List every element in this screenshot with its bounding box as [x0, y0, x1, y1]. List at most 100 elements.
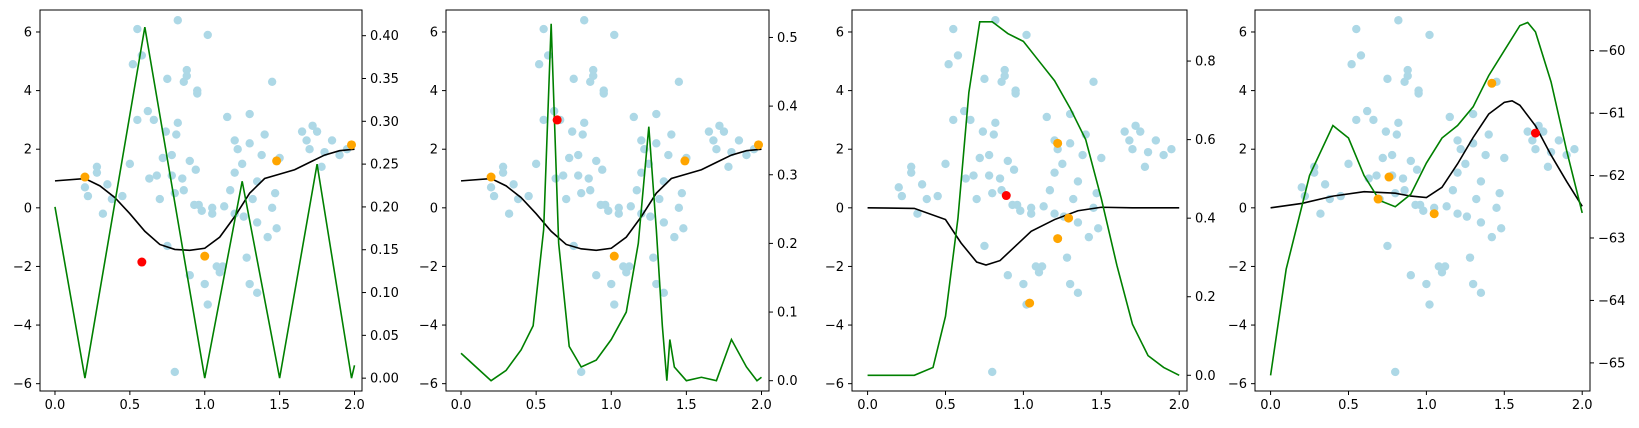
data-point: [1128, 145, 1137, 154]
data-point: [297, 127, 307, 136]
data-point: [143, 106, 153, 116]
data-point: [984, 171, 994, 180]
data-point: [1406, 156, 1416, 166]
data-point: [1140, 162, 1150, 171]
data-point: [302, 136, 311, 145]
x-tick-label: 0.5: [120, 398, 141, 413]
mean-curve: [54, 148, 355, 252]
data-point: [1400, 77, 1409, 87]
data-point: [614, 209, 623, 218]
data-point: [327, 136, 337, 145]
data-point: [1523, 127, 1532, 136]
data-point: [614, 203, 623, 213]
data-point: [652, 109, 661, 119]
data-point: [712, 145, 721, 154]
y2-tick-label: 0.20: [370, 200, 399, 215]
selected-point: [1373, 194, 1383, 204]
data-point: [567, 127, 577, 136]
x-tick-label: 2.0: [1169, 398, 1190, 413]
y2-tick-label: −63: [1598, 231, 1625, 246]
data-point: [1069, 194, 1078, 204]
data-point: [1476, 288, 1486, 298]
data-point: [149, 115, 159, 125]
data-point: [1016, 206, 1025, 215]
data-point: [569, 74, 578, 84]
axes-frame: [445, 9, 770, 392]
selected-point: [347, 140, 357, 150]
data-point: [203, 300, 212, 309]
data-point: [592, 156, 601, 166]
data-point: [907, 162, 916, 171]
data-point: [1500, 153, 1509, 163]
data-point: [1320, 180, 1330, 189]
data-point: [988, 188, 997, 198]
subplot-2: 0.0 0.5 1.0 1.5 2.0 −6 −4 −2 0 2 4 6 0.0 0.1 0.2 0.3 0.4…: [419, 9, 798, 413]
data-point: [1400, 186, 1409, 195]
x-tick-label: 1.5: [269, 398, 290, 413]
data-point: [128, 60, 138, 69]
y-tick-label: 6: [24, 25, 32, 40]
data-point: [531, 159, 541, 169]
data-point: [245, 279, 254, 289]
best-point: [137, 257, 147, 267]
data-point: [652, 279, 661, 289]
data-point: [1022, 30, 1031, 40]
data-point: [1352, 24, 1361, 34]
data-point: [1412, 165, 1422, 174]
data-point: [984, 150, 994, 160]
data-point: [263, 232, 272, 242]
data-point: [498, 168, 508, 177]
data-point: [975, 153, 984, 163]
data-point: [252, 177, 262, 186]
data-point: [1003, 271, 1013, 280]
data-point: [197, 206, 206, 215]
data-point: [267, 203, 277, 213]
data-point: [1073, 218, 1083, 227]
data-point: [972, 194, 981, 204]
data-point: [335, 150, 344, 160]
data-point: [1472, 194, 1481, 204]
data-point: [182, 65, 191, 75]
x-tick-label: 2.0: [751, 398, 772, 413]
x-tick-label: 1.0: [194, 398, 215, 413]
data-point: [715, 121, 724, 130]
data-point: [674, 77, 684, 87]
y2-tick-label: 0.0: [777, 374, 798, 389]
acquisition-curve: [1269, 21, 1583, 376]
data-point: [589, 65, 598, 75]
data-point: [1453, 136, 1462, 145]
data-point: [539, 24, 548, 34]
data-point: [941, 159, 950, 169]
data-point: [626, 202, 635, 211]
data-point: [969, 171, 978, 180]
data-point: [1065, 139, 1075, 148]
best-point: [1530, 128, 1540, 138]
data-point: [1487, 232, 1497, 242]
subplot-3: 0.0 0.5 1.0 1.5 2.0 −6 −4 −2 0 2 4 6 0.0 0.2 0.4 0.6 0.8: [825, 9, 1216, 413]
data-point: [1422, 279, 1431, 289]
axes-frame: [39, 9, 363, 392]
data-point: [1167, 145, 1176, 154]
data-point: [917, 180, 927, 189]
y2-tick-label: −62: [1598, 169, 1625, 184]
data-point: [625, 262, 634, 271]
data-point: [1554, 136, 1564, 145]
data-point: [637, 136, 646, 145]
data-point: [1391, 367, 1400, 377]
data-point: [1026, 209, 1036, 218]
data-point: [179, 186, 188, 195]
data-point: [489, 191, 499, 201]
data-point: [586, 186, 595, 195]
best-point: [552, 115, 562, 125]
data-point: [1468, 109, 1478, 119]
data-point: [949, 115, 958, 125]
data-point: [223, 112, 232, 122]
data-point: [1089, 77, 1098, 87]
data-point: [649, 253, 658, 262]
data-point: [1073, 288, 1083, 298]
selected-point: [272, 156, 282, 166]
y-tick-label: 6: [836, 25, 844, 40]
data-point: [1453, 209, 1462, 218]
data-point: [1434, 262, 1444, 271]
data-point: [667, 130, 676, 139]
